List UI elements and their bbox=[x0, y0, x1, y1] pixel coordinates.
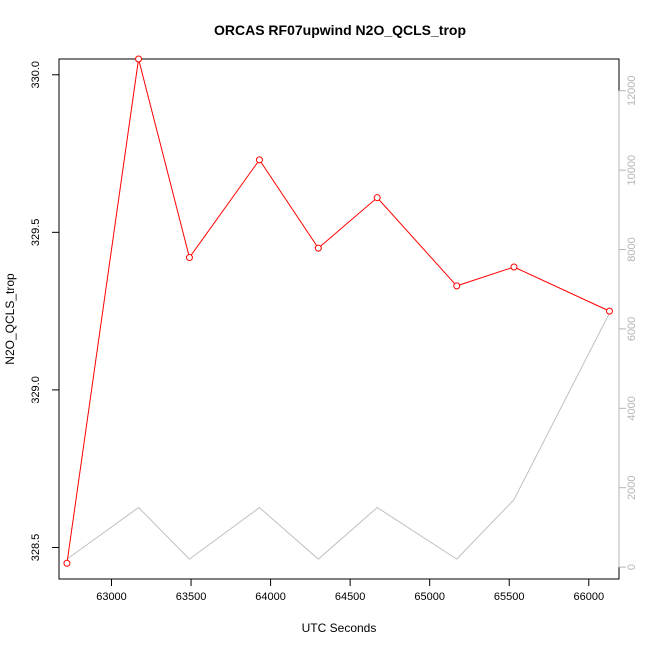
chart-title: ORCAS RF07upwind N2O_QCLS_trop bbox=[214, 22, 466, 38]
x-tick-label: 63000 bbox=[96, 591, 127, 603]
y2-tick-label: 0 bbox=[626, 564, 638, 570]
data-point bbox=[453, 282, 461, 290]
series-layer bbox=[63, 55, 613, 567]
y-tick-label: 328.5 bbox=[30, 534, 42, 562]
y2-tick-label: 4000 bbox=[626, 396, 638, 420]
x-tick-label: 64500 bbox=[335, 591, 366, 603]
data-point bbox=[314, 244, 322, 252]
x-axis: 63000 63500 64000 64500 65000 65500 66000 bbox=[96, 578, 604, 603]
y-tick-label: 329.0 bbox=[30, 376, 42, 404]
y2-axis: 0 2000 4000 6000 8000 10000 12000 bbox=[618, 75, 638, 570]
x-tick-label: 66000 bbox=[573, 591, 604, 603]
y-axis-label: N2O_QCLS_trop bbox=[3, 273, 17, 365]
series-line-right-axis bbox=[66, 312, 610, 560]
data-point bbox=[510, 263, 518, 271]
x-tick-label: 65000 bbox=[414, 591, 445, 603]
x-axis-label: UTC Seconds bbox=[302, 621, 377, 635]
y2-tick-label: 12000 bbox=[626, 75, 638, 106]
data-point bbox=[605, 307, 613, 315]
series-line-left-axis bbox=[66, 58, 610, 564]
y-tick-label: 329.5 bbox=[30, 219, 42, 247]
x-tick-label: 63500 bbox=[176, 591, 207, 603]
data-point bbox=[135, 55, 143, 63]
y2-tick-label: 8000 bbox=[626, 237, 638, 261]
data-point bbox=[63, 559, 71, 567]
data-point bbox=[373, 194, 381, 202]
y-tick-label: 330.0 bbox=[30, 61, 42, 89]
y-axis: 328.5 329.0 329.5 330.0 bbox=[30, 61, 60, 562]
y2-tick-label: 6000 bbox=[626, 317, 638, 341]
x-tick-label: 64000 bbox=[255, 591, 286, 603]
y2-tick-label: 2000 bbox=[626, 475, 638, 499]
plot-frame bbox=[58, 58, 620, 580]
data-point bbox=[185, 254, 193, 262]
x-tick-label: 65500 bbox=[494, 591, 525, 603]
data-point bbox=[255, 156, 263, 164]
y2-tick-label: 10000 bbox=[626, 155, 638, 186]
